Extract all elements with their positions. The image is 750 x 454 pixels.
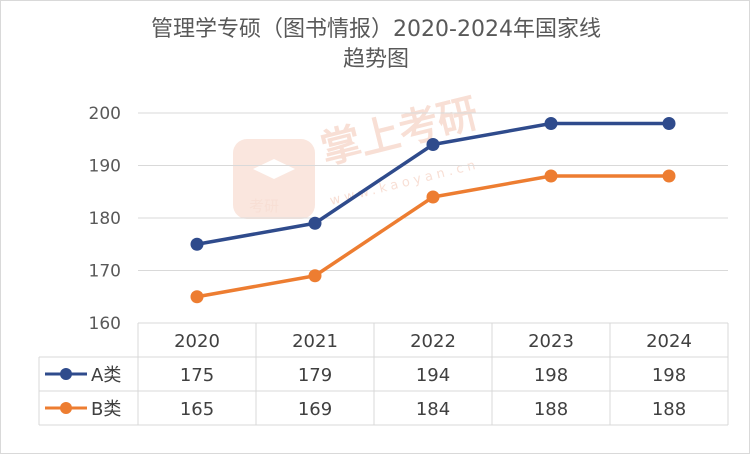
watermark: 考研 掌上考研 www.kaoyan.cn: [233, 90, 483, 219]
data-point: [308, 216, 322, 230]
data-table: 2020 2021 2022 2023 2024 A类 175 179 194 198 198 B类 1…: [38, 323, 729, 426]
data-point: [426, 190, 440, 204]
table-cell-value: 194: [416, 365, 450, 386]
table-cell-value: 198: [534, 365, 568, 386]
table-cell-value: 179: [298, 365, 332, 386]
x-tick-label: 2021: [292, 331, 338, 352]
x-tick-label: 2024: [646, 331, 692, 352]
table-cell-value: 198: [652, 365, 686, 386]
y-axis: 160 170 180 190 200: [89, 104, 121, 334]
graduation-cap-icon: [253, 159, 295, 179]
watermark-badge: 考研: [249, 197, 279, 215]
table-cell-value: 175: [180, 365, 214, 386]
series-layer: [190, 117, 676, 304]
legend-label: B类: [91, 399, 121, 420]
y-tick-label: 180: [89, 209, 121, 229]
data-point: [662, 169, 676, 183]
grid-lines: [138, 112, 728, 324]
x-tick-label: 2022: [410, 331, 456, 352]
x-tick-label: 2023: [528, 331, 574, 352]
chart-title-line2: 趋势图: [342, 47, 409, 72]
legend-marker-icon: [60, 368, 72, 380]
data-point: [544, 169, 558, 183]
data-point: [544, 117, 558, 130]
data-point: [426, 138, 440, 151]
x-tick-label: 2020: [174, 331, 220, 352]
table-cell-value: 184: [416, 399, 450, 420]
table-cell-value: 169: [298, 399, 332, 420]
y-tick-label: 190: [89, 157, 121, 177]
y-tick-label: 160: [89, 314, 121, 334]
data-point: [190, 290, 204, 304]
data-point: [662, 117, 676, 130]
legend-label: A类: [91, 365, 121, 386]
table-cell-value: 188: [534, 399, 568, 420]
data-point: [308, 269, 322, 283]
chart-title: 管理学专硕（图书情报）2020-2024年国家线 趋势图: [1, 15, 749, 75]
y-tick-label: 170: [89, 262, 121, 282]
legend-marker-icon: [60, 402, 72, 414]
y-tick-label: 200: [89, 104, 121, 124]
data-point: [190, 237, 204, 251]
chart-title-line1: 管理学专硕（图书情报）2020-2024年国家线: [151, 17, 601, 42]
table-cell-value: 165: [180, 399, 214, 420]
table-cell-value: 188: [652, 399, 686, 420]
